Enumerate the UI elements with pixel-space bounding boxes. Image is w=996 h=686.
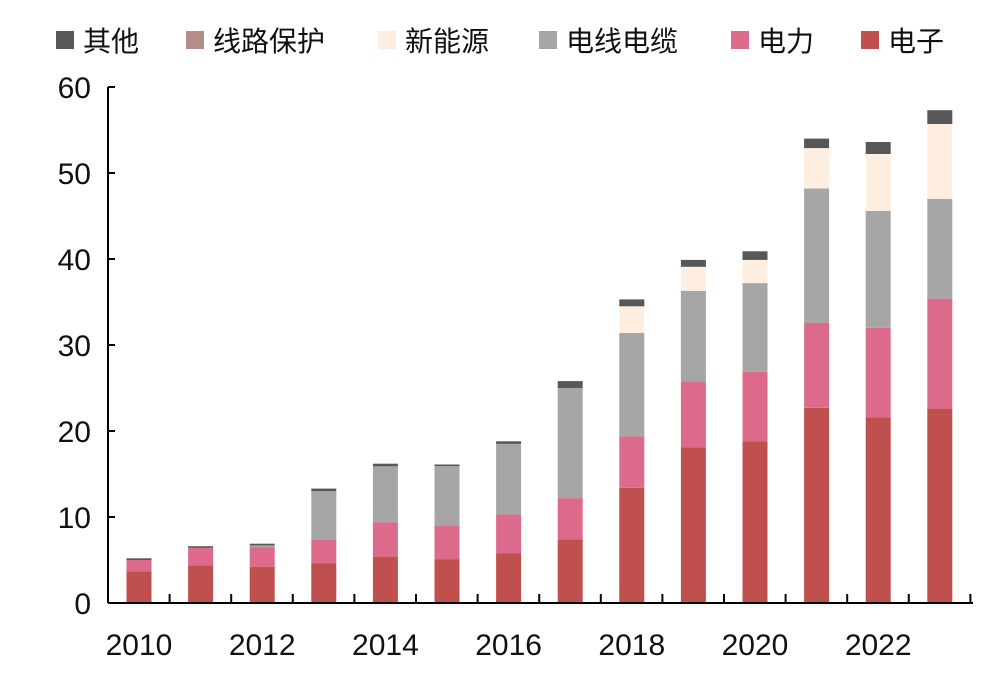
- bar-segment-2022-series-3: [865, 154, 891, 211]
- bar-segment-2015-series-0: [434, 559, 460, 603]
- y-tick-label-50: 50: [58, 158, 91, 191]
- bar-segment-2020-series-3: [742, 259, 768, 284]
- bar-segment-2018-series-3: [619, 306, 645, 333]
- legend-swatch: [539, 31, 557, 49]
- bar-segment-2016-series-1: [496, 514, 522, 554]
- bar-segment-2019-series-0: [680, 447, 706, 603]
- legend-swatch: [186, 31, 204, 49]
- bar-segment-2021-series-2: [804, 188, 830, 323]
- bar-segment-2021-series-5: [804, 138, 830, 149]
- bar-segment-2017-series-0: [557, 539, 583, 603]
- bar-segment-2019-series-2: [680, 290, 706, 382]
- legend-label: 新能源: [405, 25, 490, 58]
- bar-segment-2023-series-2: [927, 198, 953, 299]
- x-tick-label-2012: 2012: [229, 629, 296, 662]
- legend-item-4: 电力: [731, 18, 814, 62]
- bar-segment-2010-series-5: [126, 558, 152, 560]
- y-tick-label-40: 40: [58, 244, 91, 277]
- bar-segment-2014-series-0: [372, 556, 398, 603]
- bar-segment-2012-series-2: [249, 545, 275, 548]
- bar-segment-2010-series-0: [126, 571, 152, 603]
- x-tick-label-2022: 2022: [845, 629, 912, 662]
- legend-swatch: [861, 31, 879, 49]
- legend-item-5: 电子: [861, 18, 944, 62]
- bar-segment-2016-series-0: [496, 553, 522, 603]
- x-tick-label-2016: 2016: [475, 629, 542, 662]
- bar-segment-2013-series-1: [311, 539, 337, 564]
- x-tick-label-2010: 2010: [106, 629, 173, 662]
- bar-segment-2013-series-2: [311, 491, 337, 540]
- bar-segment-2019-series-3: [680, 266, 706, 291]
- bar-segment-2014-series-2: [372, 466, 398, 523]
- x-tick-label-2020: 2020: [722, 629, 789, 662]
- bar-segment-2016-series-5: [496, 441, 522, 444]
- axes-layer: 0 10 20 30 40 50 60 2010 2012 2014 2016 2018 2020 202…: [58, 72, 973, 662]
- bar-segment-2022-series-0: [865, 417, 891, 603]
- y-tick-label-30: 30: [58, 330, 91, 363]
- legend-swatch: [56, 31, 74, 49]
- bar-segment-2020-series-5: [742, 251, 768, 260]
- bar-segment-2019-series-1: [680, 382, 706, 448]
- bar-segment-2022-series-2: [865, 210, 891, 328]
- bar-segment-2012-series-5: [249, 543, 275, 546]
- bar-segment-2021-series-1: [804, 322, 830, 408]
- legend-label: 线路保护: [213, 25, 326, 58]
- bar-segment-2018-series-0: [619, 487, 645, 603]
- bar-segment-2023-series-3: [927, 124, 953, 199]
- bar-segment-2022-series-5: [865, 142, 891, 154]
- bar-segment-2021-series-3: [804, 148, 830, 189]
- bar-segment-2012-series-1: [249, 547, 275, 567]
- legend-label: 电力: [758, 25, 815, 58]
- bar-segment-2013-series-0: [311, 563, 337, 603]
- legend-item-1: 线路保护: [186, 18, 325, 62]
- bar-segment-2018-series-2: [619, 333, 645, 437]
- legend-item-0: 其他: [56, 18, 139, 62]
- bar-segment-2020-series-1: [742, 371, 768, 442]
- legend-label: 电线电缆: [566, 25, 679, 58]
- bar-segment-2010-series-1: [126, 560, 152, 572]
- bars-layer: [126, 110, 953, 603]
- bar-segment-2011-series-5: [188, 546, 214, 548]
- bar-segment-2017-series-1: [557, 498, 583, 540]
- bar-segment-2023-series-5: [927, 110, 953, 124]
- legend-item-3: 电线电缆: [539, 18, 678, 62]
- bar-segment-2023-series-0: [927, 408, 953, 603]
- bar-segment-2015-series-2: [434, 466, 460, 526]
- bar-segment-2017-series-2: [557, 388, 583, 499]
- legend-label: 电子: [888, 25, 945, 58]
- bar-segment-2015-series-5: [434, 464, 460, 467]
- bar-segment-2014-series-5: [372, 463, 398, 467]
- bar-segment-2011-series-1: [188, 548, 214, 566]
- legend-item-2: 新能源: [378, 18, 489, 62]
- bar-segment-2023-series-1: [927, 298, 953, 409]
- legend-swatch: [378, 31, 396, 49]
- y-tick-label-20: 20: [58, 416, 91, 449]
- bar-segment-2016-series-2: [496, 443, 522, 515]
- chart-legend: 其他 线路保护 新能源 电线电缆 电力 电子: [0, 18, 996, 62]
- bar-segment-2015-series-1: [434, 525, 460, 560]
- bar-segment-2018-series-1: [619, 436, 645, 488]
- bar-segment-2014-series-1: [372, 522, 398, 557]
- bar-segment-2018-series-5: [619, 299, 645, 307]
- bar-segment-2013-series-5: [311, 488, 337, 492]
- bar-segment-2017-series-5: [557, 381, 583, 388]
- x-tick-label-2014: 2014: [352, 629, 419, 662]
- x-tick-label-2018: 2018: [598, 629, 665, 662]
- legend-swatch: [731, 31, 749, 49]
- bar-segment-2011-series-0: [188, 565, 214, 603]
- bar-segment-2020-series-0: [742, 441, 768, 603]
- bar-segment-2019-series-5: [680, 259, 706, 267]
- y-tick-label-10: 10: [58, 502, 91, 535]
- y-tick-label-0: 0: [74, 588, 91, 621]
- y-tick-label-60: 60: [58, 72, 91, 105]
- bar-segment-2021-series-0: [804, 407, 830, 603]
- legend-label: 其他: [83, 25, 140, 58]
- bar-segment-2012-series-0: [249, 566, 275, 603]
- bar-segment-2020-series-2: [742, 283, 768, 372]
- bar-segment-2022-series-1: [865, 327, 891, 418]
